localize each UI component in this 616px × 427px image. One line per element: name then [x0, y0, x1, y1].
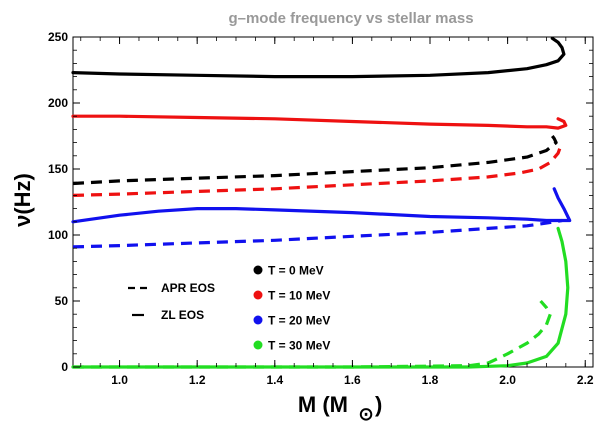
legend-label-0: T = 0 MeV: [268, 264, 324, 278]
plot-frame: [73, 37, 593, 367]
series-line-zl-0: [73, 38, 564, 76]
color-legend: T = 0 MeV T = 10 MeV T = 20 MeV T = 30 MeV: [254, 264, 331, 353]
legend-label-3: T = 30 MeV: [268, 339, 330, 353]
series-line-apr-2: [73, 221, 562, 247]
series-line-apr-1: [73, 144, 560, 196]
y-tick-label: 50: [55, 294, 69, 308]
x-axis-label: M (M: [298, 392, 348, 417]
x-tick-label: 2.2: [577, 373, 594, 387]
legend-label-zl: ZL EOS: [161, 308, 204, 322]
y-tick-label: 100: [48, 228, 68, 242]
legend-marker-2: [254, 316, 263, 325]
legend-marker-1: [254, 291, 263, 300]
y-tick-label: 150: [48, 162, 68, 176]
series-line-zl-1: [73, 116, 566, 128]
y-tick-label: 250: [48, 30, 68, 44]
series-line-apr-0: [73, 136, 556, 184]
x-tick-label: 1.8: [422, 373, 439, 387]
chart-title: g–mode frequency vs stellar mass: [228, 10, 473, 27]
y-axis-label: ν(Hz): [10, 173, 35, 227]
x-axis-label-sub: ⊙: [358, 404, 373, 424]
legend-label-2: T = 20 MeV: [268, 314, 330, 328]
x-tick-label: 1.4: [266, 373, 283, 387]
x-tick-label: 2.0: [499, 373, 516, 387]
legend-marker-3: [254, 341, 263, 350]
x-tick-label: 1.0: [111, 373, 128, 387]
style-legend: APR EOS ZL EOS: [128, 281, 215, 322]
legend-label-1: T = 10 MeV: [268, 289, 330, 303]
y-tick-label: 200: [48, 96, 68, 110]
x-tick-label: 1.6: [344, 373, 361, 387]
y-tick-label: 0: [61, 360, 68, 374]
legend-label-apr: APR EOS: [161, 281, 215, 295]
x-axis-label-close: ): [375, 392, 382, 417]
series-line-apr-3: [73, 301, 550, 367]
x-tick-label: 1.2: [189, 373, 206, 387]
legend-marker-0: [254, 266, 263, 275]
